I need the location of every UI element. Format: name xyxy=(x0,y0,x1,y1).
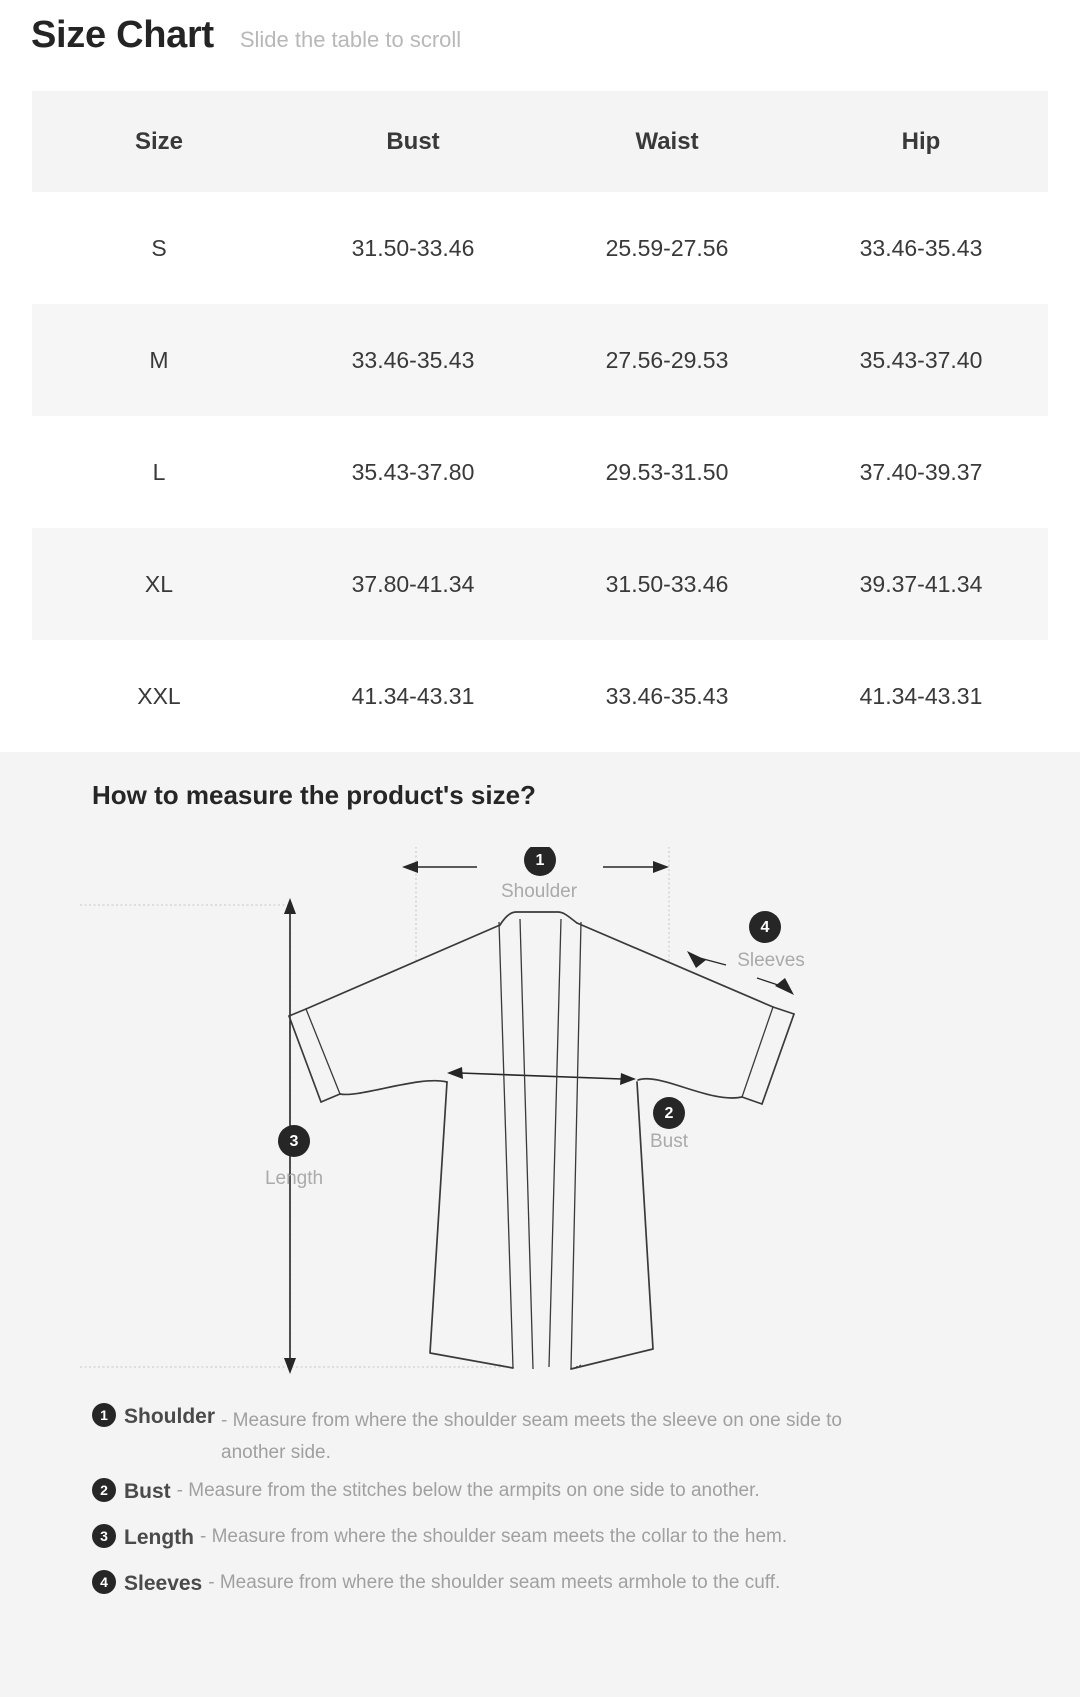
svg-text:Shoulder: Shoulder xyxy=(501,881,578,902)
svg-text:1: 1 xyxy=(536,852,545,869)
svg-text:4: 4 xyxy=(761,919,770,936)
svg-text:2: 2 xyxy=(665,1105,674,1122)
svg-text:3: 3 xyxy=(290,1133,299,1150)
svg-text:Bust: Bust xyxy=(650,1131,689,1152)
svg-text:Length: Length xyxy=(265,1168,323,1189)
svg-text:Sleeves: Sleeves xyxy=(737,950,805,971)
